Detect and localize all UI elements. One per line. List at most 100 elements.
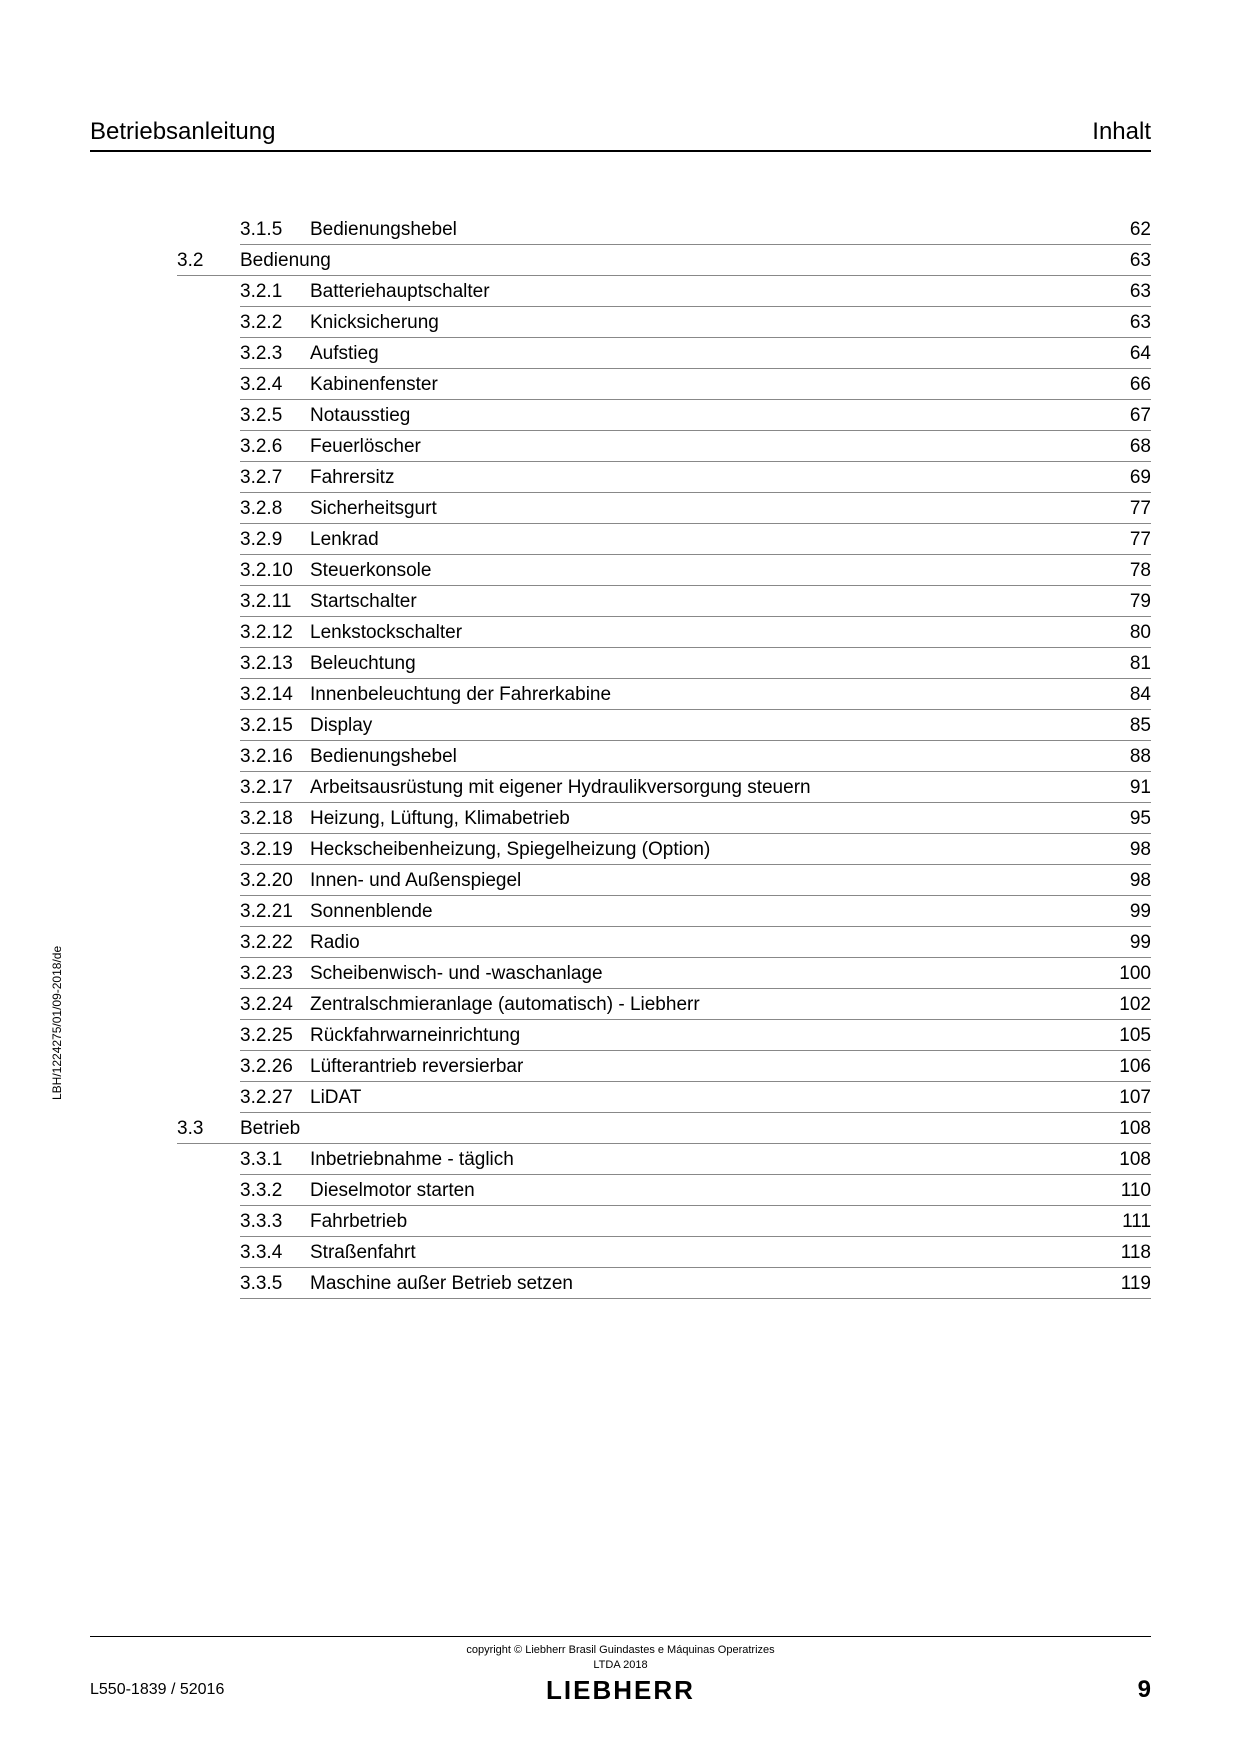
- toc-subsection-number: 3.2.27: [240, 1087, 310, 1109]
- toc-subsection-number: 3.2.19: [240, 839, 310, 861]
- toc-subsection-number: 3.2.26: [240, 1056, 310, 1078]
- toc-subsection-number: 3.2.2: [240, 312, 310, 334]
- toc-page-number: 68: [1101, 436, 1151, 458]
- page-container: Betriebsanleitung Inhalt 3.1.5Bedienungs…: [0, 0, 1241, 1754]
- toc-page-number: 67: [1101, 405, 1151, 427]
- toc-page-number: 99: [1101, 932, 1151, 954]
- toc-subsection-title: Fahrbetrieb: [310, 1211, 1101, 1233]
- toc-subsection-title: Scheibenwisch- und -waschanlage: [310, 963, 1101, 985]
- toc-subsection-title: Notausstieg: [310, 405, 1101, 427]
- toc-subsection-title: Steuerkonsole: [310, 560, 1101, 582]
- toc-subsection-number: 3.2.18: [240, 808, 310, 830]
- toc-subsection-number: 3.3.4: [240, 1242, 310, 1264]
- toc-subsection-title: Radio: [310, 932, 1101, 954]
- toc-section-title: Bedienung: [240, 250, 1101, 272]
- toc-subsection-number: 3.2.13: [240, 653, 310, 675]
- toc-subsection-title: Knicksicherung: [310, 312, 1101, 334]
- header-left-title: Betriebsanleitung: [90, 118, 275, 146]
- toc-page-number: 85: [1101, 715, 1151, 737]
- toc-row: 3.2.5Notausstieg67: [240, 400, 1151, 431]
- toc-row: 3.2.15Display85: [240, 710, 1151, 741]
- toc-row: 3.3.1Inbetriebnahme - täglich108: [240, 1144, 1151, 1175]
- toc-row: 3.2.24Zentralschmieranlage (automatisch)…: [240, 989, 1151, 1020]
- toc-page-number: 77: [1101, 498, 1151, 520]
- toc-row: 3.2.11Startschalter79: [240, 586, 1151, 617]
- toc-subsection-title: Feuerlöscher: [310, 436, 1101, 458]
- toc-subsection-title: Rückfahrwarneinrichtung: [310, 1025, 1101, 1047]
- toc-subsection-number: 3.2.14: [240, 684, 310, 706]
- toc-subsection-number: 3.2.12: [240, 622, 310, 644]
- header-right-title: Inhalt: [1092, 118, 1151, 146]
- toc-subsection-number: 3.2.24: [240, 994, 310, 1016]
- toc-subsection-title: Inbetriebnahme - täglich: [310, 1149, 1101, 1171]
- toc-row: 3.2.1Batteriehauptschalter63: [240, 276, 1151, 307]
- toc-subsection-title: Bedienungshebel: [310, 746, 1101, 768]
- toc-subsection-title: Straßenfahrt: [310, 1242, 1101, 1264]
- copyright-line2: LTDA 2018: [593, 1659, 647, 1671]
- toc-section-number: 3.3: [177, 1118, 240, 1140]
- toc-section-title: Betrieb: [240, 1118, 1101, 1140]
- toc-page-number: 63: [1101, 250, 1151, 272]
- toc-subsection-number: 3.2.22: [240, 932, 310, 954]
- toc-subsection-title: LiDAT: [310, 1087, 1101, 1109]
- toc-row: 3.2.18Heizung, Lüftung, Klimabetrieb95: [240, 803, 1151, 834]
- toc-row: 3.2.20Innen- und Außenspiegel98: [240, 865, 1151, 896]
- toc-row: 3.3.2Dieselmotor starten110: [240, 1175, 1151, 1206]
- toc-row: 3.2.10Steuerkonsole78: [240, 555, 1151, 586]
- toc-row: 3.2.12Lenkstockschalter80: [240, 617, 1151, 648]
- toc-subsection-title: Startschalter: [310, 591, 1101, 613]
- toc-subsection-title: Batteriehauptschalter: [310, 281, 1101, 303]
- toc-section-number: 3.2: [177, 250, 240, 272]
- toc-row: 3.2.14Innenbeleuchtung der Fahrerkabine8…: [240, 679, 1151, 710]
- toc-subsection-title: Dieselmotor starten: [310, 1180, 1101, 1202]
- toc-page-number: 80: [1101, 622, 1151, 644]
- toc-subsection-title: Zentralschmieranlage (automatisch) - Lie…: [310, 994, 1101, 1016]
- toc-subsection-title: Innen- und Außenspiegel: [310, 870, 1101, 892]
- toc-row: 3.2.26Lüfterantrieb reversierbar106: [240, 1051, 1151, 1082]
- toc-row: 3.3.5Maschine außer Betrieb setzen119: [240, 1268, 1151, 1299]
- page-number: 9: [1138, 1676, 1151, 1704]
- toc-page-number: 63: [1101, 281, 1151, 303]
- toc-page-number: 91: [1101, 777, 1151, 799]
- toc-subsection-title: Lenkstockschalter: [310, 622, 1101, 644]
- toc-subsection-number: 3.2.16: [240, 746, 310, 768]
- toc-subsection-number: 3.2.7: [240, 467, 310, 489]
- toc-page-number: 110: [1101, 1180, 1151, 1202]
- toc-subsection-title: Kabinenfenster: [310, 374, 1101, 396]
- toc-subsection-number: 3.2.15: [240, 715, 310, 737]
- toc-page-number: 77: [1101, 529, 1151, 551]
- toc-row: 3.2.2Knicksicherung63: [240, 307, 1151, 338]
- toc-row: 3.2.13Beleuchtung81: [240, 648, 1151, 679]
- liebherr-logo: LIEBHERR: [546, 1675, 695, 1706]
- side-reference-text: LBH/1224275/01/09-2018/de: [50, 946, 64, 1100]
- toc-page-number: 111: [1101, 1211, 1151, 1233]
- toc-row: 3.3.4Straßenfahrt118: [240, 1237, 1151, 1268]
- toc-page-number: 79: [1101, 591, 1151, 613]
- toc-subsection-title: Fahrersitz: [310, 467, 1101, 489]
- toc-subsection-number: 3.2.4: [240, 374, 310, 396]
- toc-page-number: 105: [1101, 1025, 1151, 1047]
- toc-subsection-title: Lenkrad: [310, 529, 1101, 551]
- page-header: Betriebsanleitung Inhalt: [90, 118, 1151, 152]
- toc-page-number: 107: [1101, 1087, 1151, 1109]
- toc-row: 3.2.19Heckscheibenheizung, Spiegelheizun…: [240, 834, 1151, 865]
- toc-subsection-number: 3.3.1: [240, 1149, 310, 1171]
- toc-row: 3.2.16Bedienungshebel88: [240, 741, 1151, 772]
- toc-row: 3.2.7Fahrersitz69: [240, 462, 1151, 493]
- toc-page-number: 106: [1101, 1056, 1151, 1078]
- toc-row: 3.3.3Fahrbetrieb111: [240, 1206, 1151, 1237]
- toc-row: 3.2.3Aufstieg64: [240, 338, 1151, 369]
- toc-row: 3.2.22Radio99: [240, 927, 1151, 958]
- toc-subsection-number: 3.2.25: [240, 1025, 310, 1047]
- toc-page-number: 62: [1101, 219, 1151, 241]
- toc-row: 3.2.8Sicherheitsgurt77: [240, 493, 1151, 524]
- toc-subsection-title: Bedienungshebel: [310, 219, 1101, 241]
- toc-page-number: 69: [1101, 467, 1151, 489]
- toc-row: 3.2.4Kabinenfenster66: [240, 369, 1151, 400]
- toc-subsection-title: Heizung, Lüftung, Klimabetrieb: [310, 808, 1101, 830]
- toc-subsection-title: Sicherheitsgurt: [310, 498, 1101, 520]
- toc-page-number: 118: [1101, 1242, 1151, 1264]
- table-of-contents: 3.1.5Bedienungshebel623.2Bedienung633.2.…: [240, 214, 1151, 1299]
- toc-page-number: 78: [1101, 560, 1151, 582]
- toc-subsection-number: 3.2.17: [240, 777, 310, 799]
